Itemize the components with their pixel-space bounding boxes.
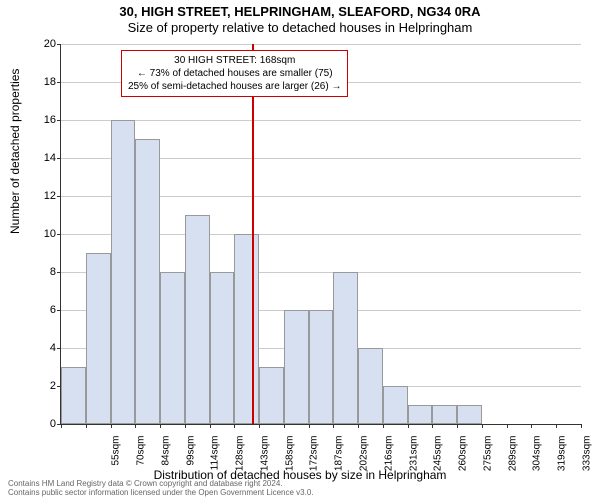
- xtick-label: 275sqm: [482, 436, 493, 476]
- histogram-bar: [309, 310, 334, 424]
- histogram-bar: [185, 215, 210, 424]
- ytick-mark: [57, 348, 61, 349]
- xtick-label: 187sqm: [334, 436, 345, 476]
- histogram-bar: [210, 272, 235, 424]
- xtick-mark: [234, 424, 235, 428]
- xtick-mark: [383, 424, 384, 428]
- gridline: [61, 44, 581, 45]
- histogram-bar: [408, 405, 433, 424]
- histogram-bar: [61, 367, 86, 424]
- ytick-label: 12: [26, 190, 56, 202]
- xtick-label: 216sqm: [383, 436, 394, 476]
- xtick-mark: [333, 424, 334, 428]
- ytick-label: 18: [26, 76, 56, 88]
- xtick-label: 128sqm: [235, 436, 246, 476]
- y-axis-label: Number of detached properties: [8, 69, 22, 234]
- plot-area: 30 HIGH STREET: 168sqm ← 73% of detached…: [60, 44, 581, 425]
- xtick-mark: [185, 424, 186, 428]
- histogram-bar: [111, 120, 136, 424]
- xtick-mark: [457, 424, 458, 428]
- annotation-box: 30 HIGH STREET: 168sqm ← 73% of detached…: [121, 50, 348, 97]
- xtick-mark: [581, 424, 582, 428]
- xtick-label: 260sqm: [458, 436, 469, 476]
- xtick-mark: [86, 424, 87, 428]
- xtick-label: 289sqm: [507, 436, 518, 476]
- ytick-label: 2: [26, 380, 56, 392]
- ytick-mark: [57, 82, 61, 83]
- ytick-label: 6: [26, 304, 56, 316]
- footer-attribution: Contains HM Land Registry data © Crown c…: [8, 480, 314, 498]
- ytick-label: 14: [26, 152, 56, 164]
- histogram-bar: [160, 272, 185, 424]
- ytick-label: 16: [26, 114, 56, 126]
- xtick-mark: [531, 424, 532, 428]
- xtick-mark: [61, 424, 62, 428]
- ytick-label: 4: [26, 342, 56, 354]
- xtick-mark: [111, 424, 112, 428]
- xtick-mark: [432, 424, 433, 428]
- xtick-label: 333sqm: [581, 436, 592, 476]
- ytick-mark: [57, 196, 61, 197]
- ytick-mark: [57, 158, 61, 159]
- ytick-label: 10: [26, 228, 56, 240]
- histogram-bar: [383, 386, 408, 424]
- ytick-mark: [57, 234, 61, 235]
- xtick-mark: [160, 424, 161, 428]
- histogram-bar: [234, 234, 259, 424]
- xtick-label: 70sqm: [136, 436, 147, 476]
- xtick-mark: [408, 424, 409, 428]
- xtick-label: 172sqm: [309, 436, 320, 476]
- chart-title-address: 30, HIGH STREET, HELPRINGHAM, SLEAFORD, …: [0, 4, 600, 19]
- histogram-bar: [333, 272, 358, 424]
- xtick-label: 231sqm: [408, 436, 419, 476]
- xtick-label: 143sqm: [259, 436, 270, 476]
- xtick-label: 202sqm: [359, 436, 370, 476]
- chart-container: 30, HIGH STREET, HELPRINGHAM, SLEAFORD, …: [0, 0, 600, 500]
- xtick-label: 158sqm: [284, 436, 295, 476]
- ytick-mark: [57, 120, 61, 121]
- xtick-label: 114sqm: [210, 436, 221, 476]
- histogram-bar: [259, 367, 284, 424]
- histogram-bar: [457, 405, 482, 424]
- xtick-mark: [210, 424, 211, 428]
- annotation-line-1: 30 HIGH STREET: 168sqm: [128, 54, 341, 67]
- xtick-mark: [507, 424, 508, 428]
- xtick-mark: [556, 424, 557, 428]
- xtick-mark: [135, 424, 136, 428]
- xtick-label: 319sqm: [557, 436, 568, 476]
- xtick-mark: [358, 424, 359, 428]
- histogram-bar: [135, 139, 160, 424]
- xtick-label: 84sqm: [160, 436, 171, 476]
- ytick-label: 0: [26, 418, 56, 430]
- chart-title-desc: Size of property relative to detached ho…: [0, 20, 600, 35]
- ytick-mark: [57, 310, 61, 311]
- histogram-bar: [284, 310, 309, 424]
- ytick-label: 20: [26, 38, 56, 50]
- xtick-label: 304sqm: [532, 436, 543, 476]
- xtick-label: 99sqm: [185, 436, 196, 476]
- ytick-mark: [57, 44, 61, 45]
- xtick-mark: [309, 424, 310, 428]
- xtick-mark: [284, 424, 285, 428]
- xtick-mark: [482, 424, 483, 428]
- ytick-mark: [57, 272, 61, 273]
- annotation-line-3: 25% of semi-detached houses are larger (…: [128, 80, 341, 93]
- histogram-bar: [432, 405, 457, 424]
- xtick-label: 245sqm: [433, 436, 444, 476]
- xtick-mark: [259, 424, 260, 428]
- reference-line: [252, 44, 254, 424]
- footer-line-2: Contains public sector information licen…: [8, 489, 314, 498]
- xtick-label: 55sqm: [111, 436, 122, 476]
- histogram-bar: [86, 253, 111, 424]
- histogram-bar: [358, 348, 383, 424]
- gridline: [61, 120, 581, 121]
- ytick-label: 8: [26, 266, 56, 278]
- annotation-line-2: ← 73% of detached houses are smaller (75…: [128, 67, 341, 80]
